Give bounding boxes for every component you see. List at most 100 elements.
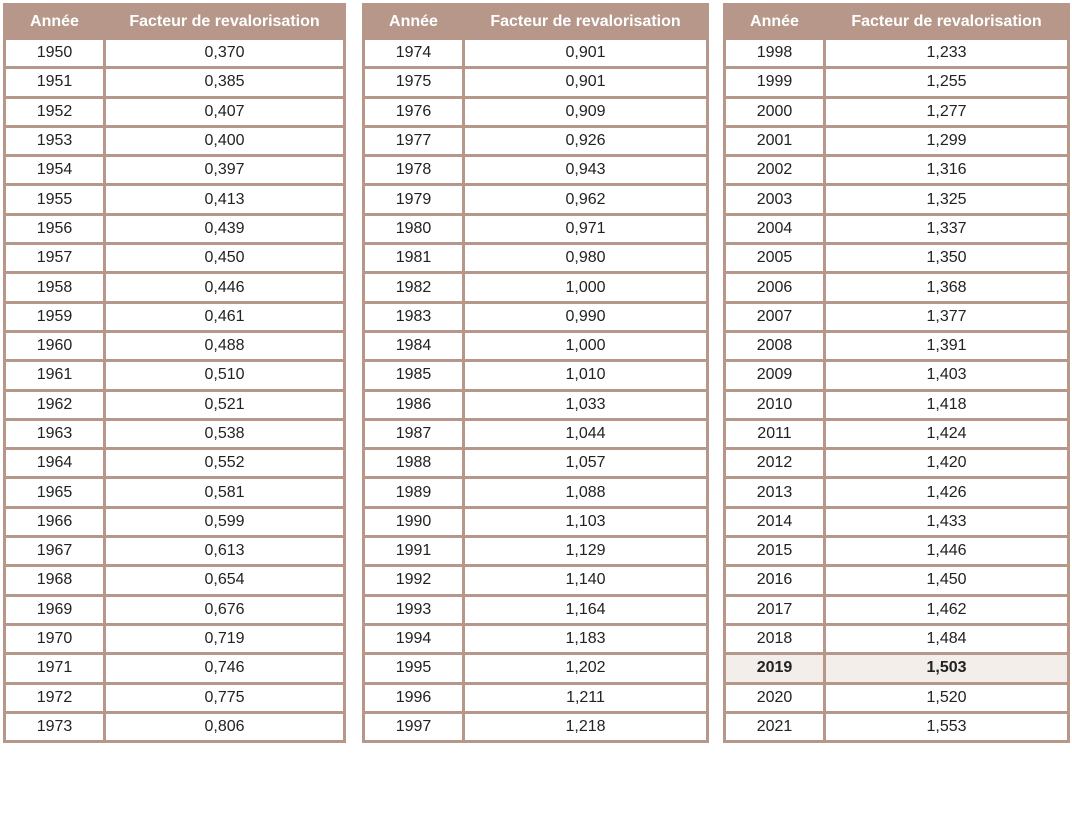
year-cell: 1989 (362, 476, 465, 509)
factor-cell: 0,676 (103, 593, 346, 626)
factor-cell: 1,446 (823, 535, 1070, 568)
table-row: 2021 1,553 (723, 710, 1070, 744)
factor-cell: 1,391 (823, 329, 1070, 363)
factor-cell: 1,325 (823, 183, 1070, 216)
year-cell: 2012 (723, 447, 826, 480)
year-column-header: Année (3, 3, 106, 40)
factor-cell: 1,377 (823, 300, 1070, 333)
year-cell: 1996 (362, 681, 465, 714)
factor-cell: 1,299 (823, 124, 1070, 158)
year-cell: 2007 (723, 300, 826, 333)
year-cell: 1966 (3, 505, 106, 539)
year-cell: 1983 (362, 300, 465, 333)
year-cell: 2010 (723, 388, 826, 421)
table-row: 1992 1,140 (362, 564, 709, 597)
table-row: 1958 0,446 (3, 271, 346, 304)
factor-cell: 1,433 (823, 505, 1070, 539)
table-row: 2006 1,368 (723, 271, 1070, 304)
table-row: 1984 1,000 (362, 329, 709, 363)
table-row: 2005 1,350 (723, 242, 1070, 275)
year-cell: 1957 (3, 242, 106, 275)
table-row: 1968 0,654 (3, 564, 346, 597)
table-row: 1955 0,413 (3, 183, 346, 216)
factor-cell: 0,901 (462, 36, 709, 70)
revaluation-table-1: Année Facteur de revalorisation 1950 0,37… (3, 3, 346, 744)
year-column-header: Année (723, 3, 826, 40)
year-cell: 2019 (723, 652, 826, 685)
year-cell: 1951 (3, 66, 106, 99)
factor-cell: 1,450 (823, 564, 1070, 597)
year-cell: 1987 (362, 417, 465, 451)
table-header-row: Année Facteur de revalorisation (362, 3, 709, 40)
factor-cell: 0,962 (462, 183, 709, 216)
table-row: 1950 0,370 (3, 36, 346, 70)
table-row: 2001 1,299 (723, 124, 1070, 158)
year-cell: 1967 (3, 535, 106, 568)
year-cell: 1969 (3, 593, 106, 626)
factor-cell: 1,255 (823, 66, 1070, 99)
table-row: 1972 0,775 (3, 681, 346, 714)
year-cell: 1981 (362, 242, 465, 275)
factor-cell: 0,719 (103, 622, 346, 656)
table-row: 1954 0,397 (3, 154, 346, 187)
year-cell: 1998 (723, 36, 826, 70)
table-row: 1975 0,901 (362, 66, 709, 99)
year-cell: 2006 (723, 271, 826, 304)
table-row: 1998 1,233 (723, 36, 1070, 70)
factor-cell: 0,552 (103, 447, 346, 480)
year-cell: 1964 (3, 447, 106, 480)
table-row: 2004 1,337 (723, 212, 1070, 246)
table-row: 2012 1,420 (723, 447, 1070, 480)
factor-cell: 0,461 (103, 300, 346, 333)
table-row: 1997 1,218 (362, 710, 709, 744)
table-row: 2016 1,450 (723, 564, 1070, 597)
factor-column-header: Facteur de revalorisation (103, 3, 346, 40)
table-row: 1956 0,439 (3, 212, 346, 246)
table-row: 2017 1,462 (723, 593, 1070, 626)
table-row: 1986 1,033 (362, 388, 709, 421)
factor-cell: 1,211 (462, 681, 709, 714)
table-row: 1965 0,581 (3, 476, 346, 509)
factor-cell: 0,980 (462, 242, 709, 275)
table-row: 1978 0,943 (362, 154, 709, 187)
factor-cell: 0,488 (103, 329, 346, 363)
factor-cell: 1,350 (823, 242, 1070, 275)
table-row: 1953 0,400 (3, 124, 346, 158)
factor-cell: 1,420 (823, 447, 1070, 480)
year-cell: 1978 (362, 154, 465, 187)
factor-cell: 1,000 (462, 329, 709, 363)
factor-cell: 0,510 (103, 359, 346, 392)
table-row: 2009 1,403 (723, 359, 1070, 392)
factor-cell: 1,044 (462, 417, 709, 451)
table-row: 1991 1,129 (362, 535, 709, 568)
factor-cell: 0,926 (462, 124, 709, 158)
table-row: 2013 1,426 (723, 476, 1070, 509)
table-body: 1998 1,233 1999 1,255 2000 1,277 2001 1,299 2002… (723, 36, 1070, 744)
factor-cell: 0,538 (103, 417, 346, 451)
year-cell: 1972 (3, 681, 106, 714)
table-row: 2014 1,433 (723, 505, 1070, 539)
year-cell: 1979 (362, 183, 465, 216)
year-cell: 1980 (362, 212, 465, 246)
factor-cell: 0,613 (103, 535, 346, 568)
year-cell: 2011 (723, 417, 826, 451)
table-row: 1999 1,255 (723, 66, 1070, 99)
factor-cell: 1,140 (462, 564, 709, 597)
table-row: 2003 1,325 (723, 183, 1070, 216)
factor-cell: 1,000 (462, 271, 709, 304)
factor-cell: 1,057 (462, 447, 709, 480)
table-row: 1995 1,202 (362, 652, 709, 685)
year-cell: 1959 (3, 300, 106, 333)
year-cell: 1954 (3, 154, 106, 187)
factor-cell: 1,202 (462, 652, 709, 685)
table-row: 1974 0,901 (362, 36, 709, 70)
factor-cell: 1,183 (462, 622, 709, 656)
table-header-row: Année Facteur de revalorisation (723, 3, 1070, 40)
year-cell: 1977 (362, 124, 465, 158)
table-row: 1994 1,183 (362, 622, 709, 656)
year-cell: 2013 (723, 476, 826, 509)
year-cell: 1968 (3, 564, 106, 597)
factor-cell: 1,426 (823, 476, 1070, 509)
table-row: 1996 1,211 (362, 681, 709, 714)
table-row: 1977 0,926 (362, 124, 709, 158)
